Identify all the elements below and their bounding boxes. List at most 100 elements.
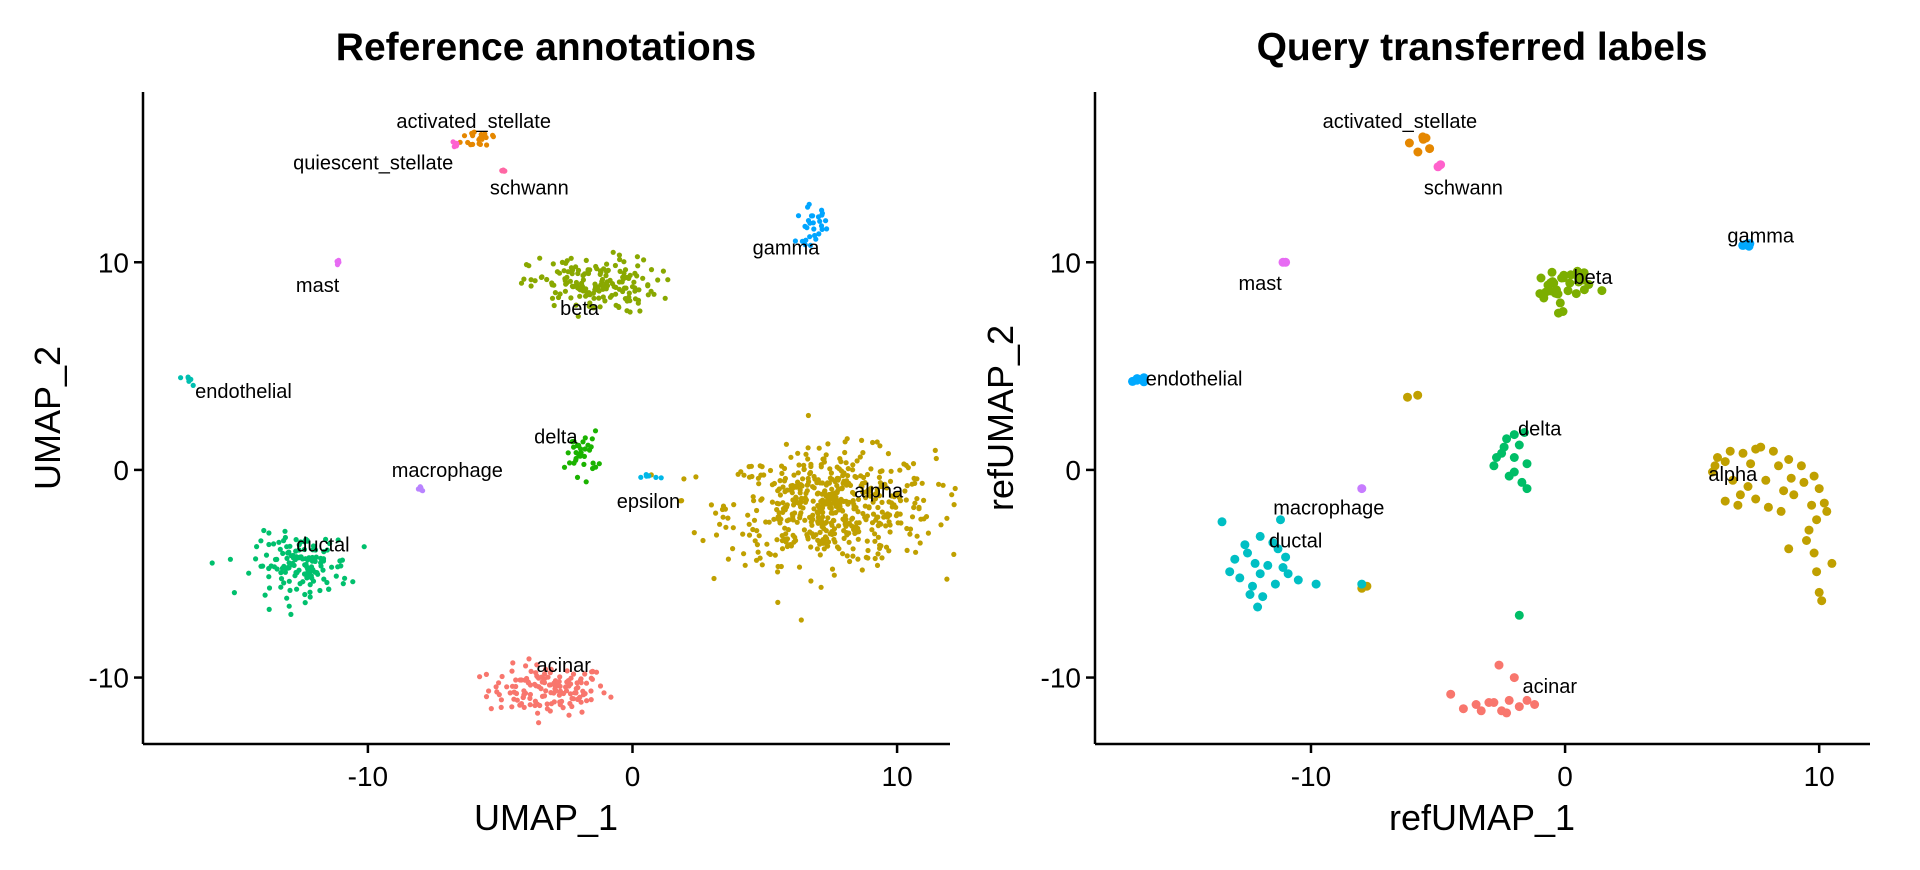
data-point bbox=[1492, 453, 1501, 462]
data-point bbox=[610, 249, 616, 255]
data-point bbox=[479, 136, 485, 142]
data-point bbox=[912, 500, 918, 506]
data-point bbox=[725, 556, 732, 562]
data-point bbox=[302, 600, 308, 606]
data-point bbox=[907, 531, 913, 537]
data-point bbox=[1807, 500, 1817, 510]
data-point bbox=[350, 579, 356, 585]
series-alpha bbox=[648, 412, 997, 623]
data-point bbox=[568, 295, 574, 301]
data-point bbox=[523, 262, 530, 268]
data-point bbox=[831, 498, 838, 504]
data-point bbox=[875, 534, 882, 540]
series-mast bbox=[334, 257, 342, 268]
data-point bbox=[856, 529, 862, 535]
series-quiescent-stellate bbox=[450, 139, 460, 150]
data-point bbox=[309, 558, 315, 564]
data-point bbox=[542, 671, 548, 677]
data-point bbox=[875, 514, 881, 520]
data-point bbox=[807, 242, 814, 248]
data-point bbox=[634, 254, 641, 260]
data-point bbox=[815, 490, 821, 496]
data-point bbox=[548, 690, 554, 696]
data-point bbox=[567, 691, 574, 697]
data-point bbox=[824, 226, 830, 232]
data-point bbox=[287, 587, 293, 594]
data-point bbox=[883, 523, 889, 529]
data-point bbox=[932, 447, 938, 453]
data-point bbox=[293, 537, 299, 543]
data-point bbox=[254, 544, 260, 550]
series-endothelial bbox=[178, 374, 196, 388]
data-point bbox=[573, 279, 580, 286]
x-tick-label: 10 bbox=[1804, 761, 1835, 792]
data-point bbox=[1514, 440, 1524, 450]
data-point bbox=[1458, 704, 1468, 714]
data-point bbox=[509, 683, 516, 689]
data-point bbox=[291, 562, 297, 569]
data-point bbox=[874, 487, 880, 493]
data-point bbox=[582, 271, 588, 277]
data-point bbox=[888, 468, 894, 474]
data-point bbox=[1812, 515, 1822, 525]
data-point bbox=[887, 529, 893, 535]
data-point bbox=[779, 538, 786, 544]
data-point bbox=[306, 555, 312, 561]
data-point bbox=[829, 486, 835, 492]
data-point bbox=[592, 428, 599, 434]
data-point bbox=[740, 531, 746, 537]
cluster-label-macrophage: macrophage bbox=[392, 460, 503, 482]
data-point bbox=[513, 677, 519, 683]
data-point bbox=[1522, 695, 1532, 705]
data-point bbox=[563, 688, 570, 694]
data-point bbox=[585, 267, 591, 273]
data-point bbox=[601, 266, 607, 272]
cluster-label-alpha: alpha bbox=[854, 481, 904, 503]
data-point bbox=[567, 700, 573, 707]
data-point bbox=[509, 668, 515, 674]
data-point bbox=[1522, 459, 1532, 469]
data-point bbox=[603, 273, 609, 279]
data-point bbox=[795, 450, 801, 456]
data-point bbox=[638, 474, 644, 480]
data-point bbox=[775, 569, 781, 575]
data-point bbox=[1710, 461, 1720, 471]
data-point bbox=[1774, 461, 1783, 471]
data-point bbox=[872, 538, 878, 544]
data-point bbox=[820, 514, 826, 520]
data-point bbox=[539, 674, 545, 680]
data-point bbox=[580, 439, 586, 445]
data-point bbox=[645, 283, 651, 289]
data-point bbox=[637, 308, 643, 314]
data-point bbox=[573, 264, 579, 270]
data-point bbox=[631, 279, 637, 285]
data-point bbox=[810, 516, 816, 523]
data-point bbox=[569, 439, 575, 445]
data-point bbox=[836, 523, 842, 529]
data-point bbox=[911, 475, 917, 481]
cluster-label-schwann: schwann bbox=[1424, 178, 1503, 200]
data-point bbox=[921, 497, 927, 503]
data-point bbox=[321, 549, 327, 555]
data-point bbox=[1814, 484, 1824, 494]
data-point bbox=[803, 237, 809, 243]
data-point bbox=[583, 293, 589, 299]
data-point bbox=[499, 673, 505, 680]
data-point bbox=[1283, 569, 1293, 579]
data-point bbox=[820, 509, 826, 515]
data-point bbox=[645, 292, 651, 298]
data-point bbox=[557, 291, 563, 297]
data-point bbox=[483, 671, 489, 678]
data-point bbox=[869, 527, 875, 533]
data-point bbox=[1776, 506, 1786, 516]
data-point bbox=[829, 566, 836, 572]
data-point bbox=[513, 690, 520, 697]
data-point bbox=[1217, 517, 1227, 527]
data-point bbox=[271, 564, 277, 570]
data-point bbox=[304, 537, 310, 544]
data-point bbox=[811, 226, 817, 232]
cluster-label-ductal: ductal bbox=[1269, 531, 1322, 553]
data-point bbox=[1536, 273, 1546, 283]
data-point bbox=[1509, 430, 1519, 440]
